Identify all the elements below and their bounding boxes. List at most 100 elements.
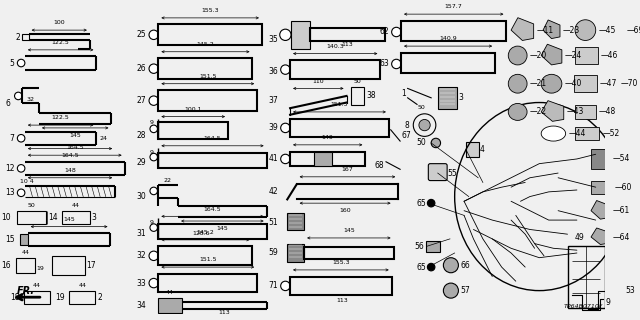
Text: 53: 53 xyxy=(626,286,636,295)
Circle shape xyxy=(17,164,25,172)
Bar xyxy=(591,148,610,169)
Text: 122.5: 122.5 xyxy=(52,40,70,45)
Bar xyxy=(310,28,385,41)
Text: 44: 44 xyxy=(166,290,173,295)
Text: 145: 145 xyxy=(69,132,81,138)
Ellipse shape xyxy=(508,103,527,120)
Text: 19: 19 xyxy=(56,293,65,302)
Text: 8: 8 xyxy=(404,121,410,130)
Bar xyxy=(401,53,495,73)
Text: —70: —70 xyxy=(621,79,639,88)
Bar xyxy=(351,86,364,105)
Text: 7: 7 xyxy=(10,134,15,143)
Text: 18: 18 xyxy=(11,293,20,302)
Circle shape xyxy=(281,65,290,74)
Circle shape xyxy=(392,27,401,37)
Text: 164.5: 164.5 xyxy=(204,207,221,212)
Text: 9: 9 xyxy=(150,120,154,125)
Ellipse shape xyxy=(508,74,527,93)
Text: 66: 66 xyxy=(460,261,470,270)
Bar xyxy=(605,24,624,37)
Text: 145.2: 145.2 xyxy=(196,42,214,47)
Text: 10 4: 10 4 xyxy=(20,179,34,184)
Circle shape xyxy=(149,278,159,288)
Text: 2: 2 xyxy=(97,293,102,302)
Bar xyxy=(17,258,35,273)
Ellipse shape xyxy=(508,46,527,65)
Text: 36: 36 xyxy=(268,67,278,76)
Circle shape xyxy=(150,153,157,161)
Text: 63: 63 xyxy=(379,60,389,68)
Text: 13: 13 xyxy=(5,188,15,197)
Text: —64: —64 xyxy=(612,233,630,242)
Bar xyxy=(605,78,618,89)
Text: 44: 44 xyxy=(72,204,79,208)
Text: 65: 65 xyxy=(417,263,426,272)
Text: 155.3: 155.3 xyxy=(332,260,349,265)
Text: 37: 37 xyxy=(268,96,278,105)
Text: —23: —23 xyxy=(563,26,580,35)
Circle shape xyxy=(149,30,159,39)
Circle shape xyxy=(281,281,290,291)
Text: 4: 4 xyxy=(480,145,485,154)
Text: 9: 9 xyxy=(150,150,154,155)
Text: 145: 145 xyxy=(343,228,355,233)
Bar xyxy=(574,75,596,92)
Text: 3: 3 xyxy=(92,213,97,222)
Text: —47: —47 xyxy=(600,79,617,88)
Circle shape xyxy=(149,251,159,260)
Text: —46: —46 xyxy=(600,51,618,60)
Text: 50: 50 xyxy=(28,204,35,208)
Text: —24: —24 xyxy=(564,51,582,60)
Text: 33: 33 xyxy=(136,279,146,288)
Text: 167: 167 xyxy=(342,167,353,172)
Text: 2: 2 xyxy=(15,33,20,42)
Bar xyxy=(575,47,598,64)
Text: 38: 38 xyxy=(366,92,376,100)
Circle shape xyxy=(444,283,458,298)
Bar xyxy=(314,152,332,165)
Text: 145: 145 xyxy=(216,226,228,231)
Text: —20: —20 xyxy=(530,51,547,60)
Text: —69: —69 xyxy=(627,26,640,35)
Text: 67: 67 xyxy=(402,131,412,140)
Text: —52: —52 xyxy=(602,129,620,138)
Bar xyxy=(159,24,262,45)
Bar xyxy=(438,86,456,109)
Bar xyxy=(426,241,440,252)
Text: 19: 19 xyxy=(36,266,44,271)
Bar xyxy=(159,224,267,239)
Text: 128.6: 128.6 xyxy=(192,231,209,236)
Text: —22: —22 xyxy=(530,108,547,116)
Text: 1: 1 xyxy=(401,89,406,98)
Text: 34: 34 xyxy=(136,301,146,310)
Circle shape xyxy=(15,92,22,100)
Text: 30: 30 xyxy=(136,192,146,201)
Bar xyxy=(290,276,392,295)
Text: 44: 44 xyxy=(22,251,30,255)
Text: 68: 68 xyxy=(374,161,384,170)
Text: FR.: FR. xyxy=(17,286,35,296)
Bar xyxy=(159,153,267,168)
Text: 140.3: 140.3 xyxy=(326,44,344,49)
Text: —40: —40 xyxy=(564,79,582,88)
Text: 44: 44 xyxy=(78,284,86,288)
Bar xyxy=(290,152,365,165)
Text: 22: 22 xyxy=(164,178,172,183)
Text: 28: 28 xyxy=(137,131,146,140)
Circle shape xyxy=(149,64,159,73)
Bar xyxy=(61,211,90,224)
Circle shape xyxy=(17,134,25,142)
Text: 29: 29 xyxy=(136,158,146,167)
Text: 50: 50 xyxy=(418,105,426,110)
Ellipse shape xyxy=(575,20,596,40)
Bar xyxy=(159,246,252,265)
Circle shape xyxy=(150,125,157,132)
Text: 151.5: 151.5 xyxy=(331,102,348,107)
Text: 157.7: 157.7 xyxy=(445,4,463,9)
Text: 14: 14 xyxy=(49,213,58,222)
Circle shape xyxy=(280,29,291,40)
Text: 55: 55 xyxy=(447,169,457,178)
Text: TP64B0710F: TP64B0710F xyxy=(564,304,604,309)
Text: 59: 59 xyxy=(268,249,278,258)
